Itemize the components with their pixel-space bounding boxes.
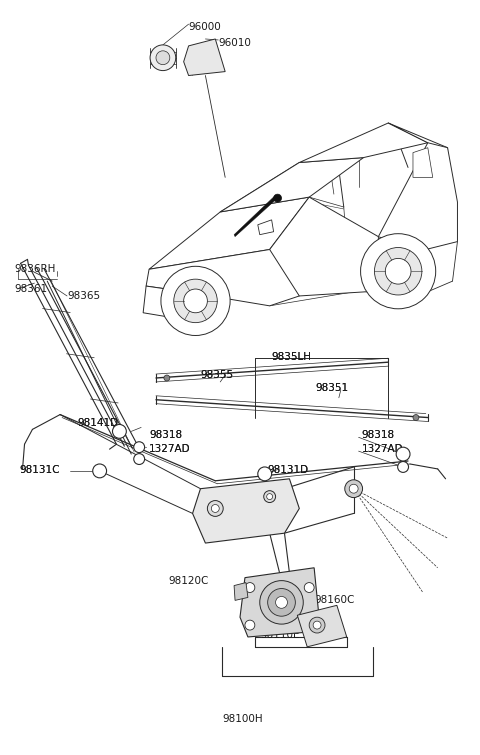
Text: 9836RH: 9836RH	[14, 264, 56, 274]
Text: 98351: 98351	[315, 383, 348, 393]
Circle shape	[260, 581, 303, 624]
Circle shape	[156, 51, 170, 65]
Polygon shape	[143, 286, 180, 319]
Circle shape	[345, 479, 362, 498]
Text: 1327AD: 1327AD	[149, 444, 191, 455]
Circle shape	[313, 621, 321, 629]
Text: 98355: 98355	[201, 370, 234, 380]
Text: 98131C: 98131C	[20, 465, 60, 475]
Text: 96000: 96000	[189, 22, 221, 32]
Text: 1327AD: 1327AD	[361, 444, 403, 455]
Circle shape	[164, 375, 170, 381]
Text: 98110E: 98110E	[261, 630, 300, 640]
Text: 98318: 98318	[361, 430, 395, 440]
Text: 98131C: 98131C	[20, 465, 60, 475]
Circle shape	[245, 583, 255, 593]
Polygon shape	[378, 143, 457, 251]
Text: 98355: 98355	[201, 370, 234, 380]
Circle shape	[161, 267, 230, 335]
Circle shape	[211, 504, 219, 513]
Text: 98361: 98361	[14, 284, 48, 294]
Circle shape	[276, 596, 288, 609]
Polygon shape	[297, 606, 347, 647]
Circle shape	[245, 620, 255, 630]
Text: 98131D: 98131D	[268, 465, 309, 475]
Text: 9835LH: 9835LH	[272, 353, 312, 362]
Circle shape	[264, 491, 276, 503]
Polygon shape	[388, 123, 447, 187]
Circle shape	[134, 442, 144, 452]
Text: 96010: 96010	[218, 38, 251, 48]
Polygon shape	[220, 158, 363, 212]
Circle shape	[374, 248, 422, 295]
Circle shape	[397, 461, 408, 473]
Circle shape	[413, 414, 419, 421]
Circle shape	[268, 589, 295, 616]
Circle shape	[93, 464, 107, 478]
Circle shape	[396, 447, 410, 461]
Polygon shape	[413, 148, 433, 177]
Circle shape	[274, 194, 281, 202]
Text: 98131D: 98131D	[268, 465, 309, 475]
Text: 98318: 98318	[149, 430, 182, 440]
Circle shape	[150, 45, 176, 71]
Circle shape	[134, 454, 144, 464]
Text: 98365: 98365	[67, 291, 100, 301]
Polygon shape	[146, 249, 300, 306]
Circle shape	[258, 467, 272, 481]
Polygon shape	[255, 197, 378, 296]
Circle shape	[360, 234, 436, 309]
Polygon shape	[149, 197, 309, 270]
Text: 1327AD: 1327AD	[361, 444, 403, 455]
Text: 1327AD: 1327AD	[149, 444, 191, 455]
Text: 98141D: 98141D	[77, 418, 118, 427]
Circle shape	[304, 583, 314, 593]
Polygon shape	[234, 583, 248, 600]
Circle shape	[385, 258, 411, 284]
Polygon shape	[240, 568, 319, 637]
Polygon shape	[192, 479, 300, 543]
Polygon shape	[258, 220, 274, 235]
Circle shape	[174, 279, 217, 322]
Polygon shape	[234, 195, 277, 236]
Text: 9835LH: 9835LH	[272, 353, 312, 362]
Circle shape	[207, 501, 223, 516]
Text: 98100H: 98100H	[222, 714, 263, 724]
Text: 98318: 98318	[149, 430, 182, 440]
Text: 98318: 98318	[361, 430, 395, 440]
Text: 98141D: 98141D	[77, 418, 118, 427]
Text: 98120C: 98120C	[169, 575, 209, 586]
Polygon shape	[300, 123, 428, 162]
Circle shape	[304, 620, 314, 630]
Circle shape	[267, 494, 273, 500]
Circle shape	[349, 484, 358, 493]
Circle shape	[309, 617, 325, 633]
Circle shape	[112, 424, 126, 439]
Text: 98351: 98351	[315, 383, 348, 393]
Text: 98160C: 98160C	[314, 596, 355, 606]
Circle shape	[184, 289, 207, 313]
Polygon shape	[184, 39, 225, 76]
